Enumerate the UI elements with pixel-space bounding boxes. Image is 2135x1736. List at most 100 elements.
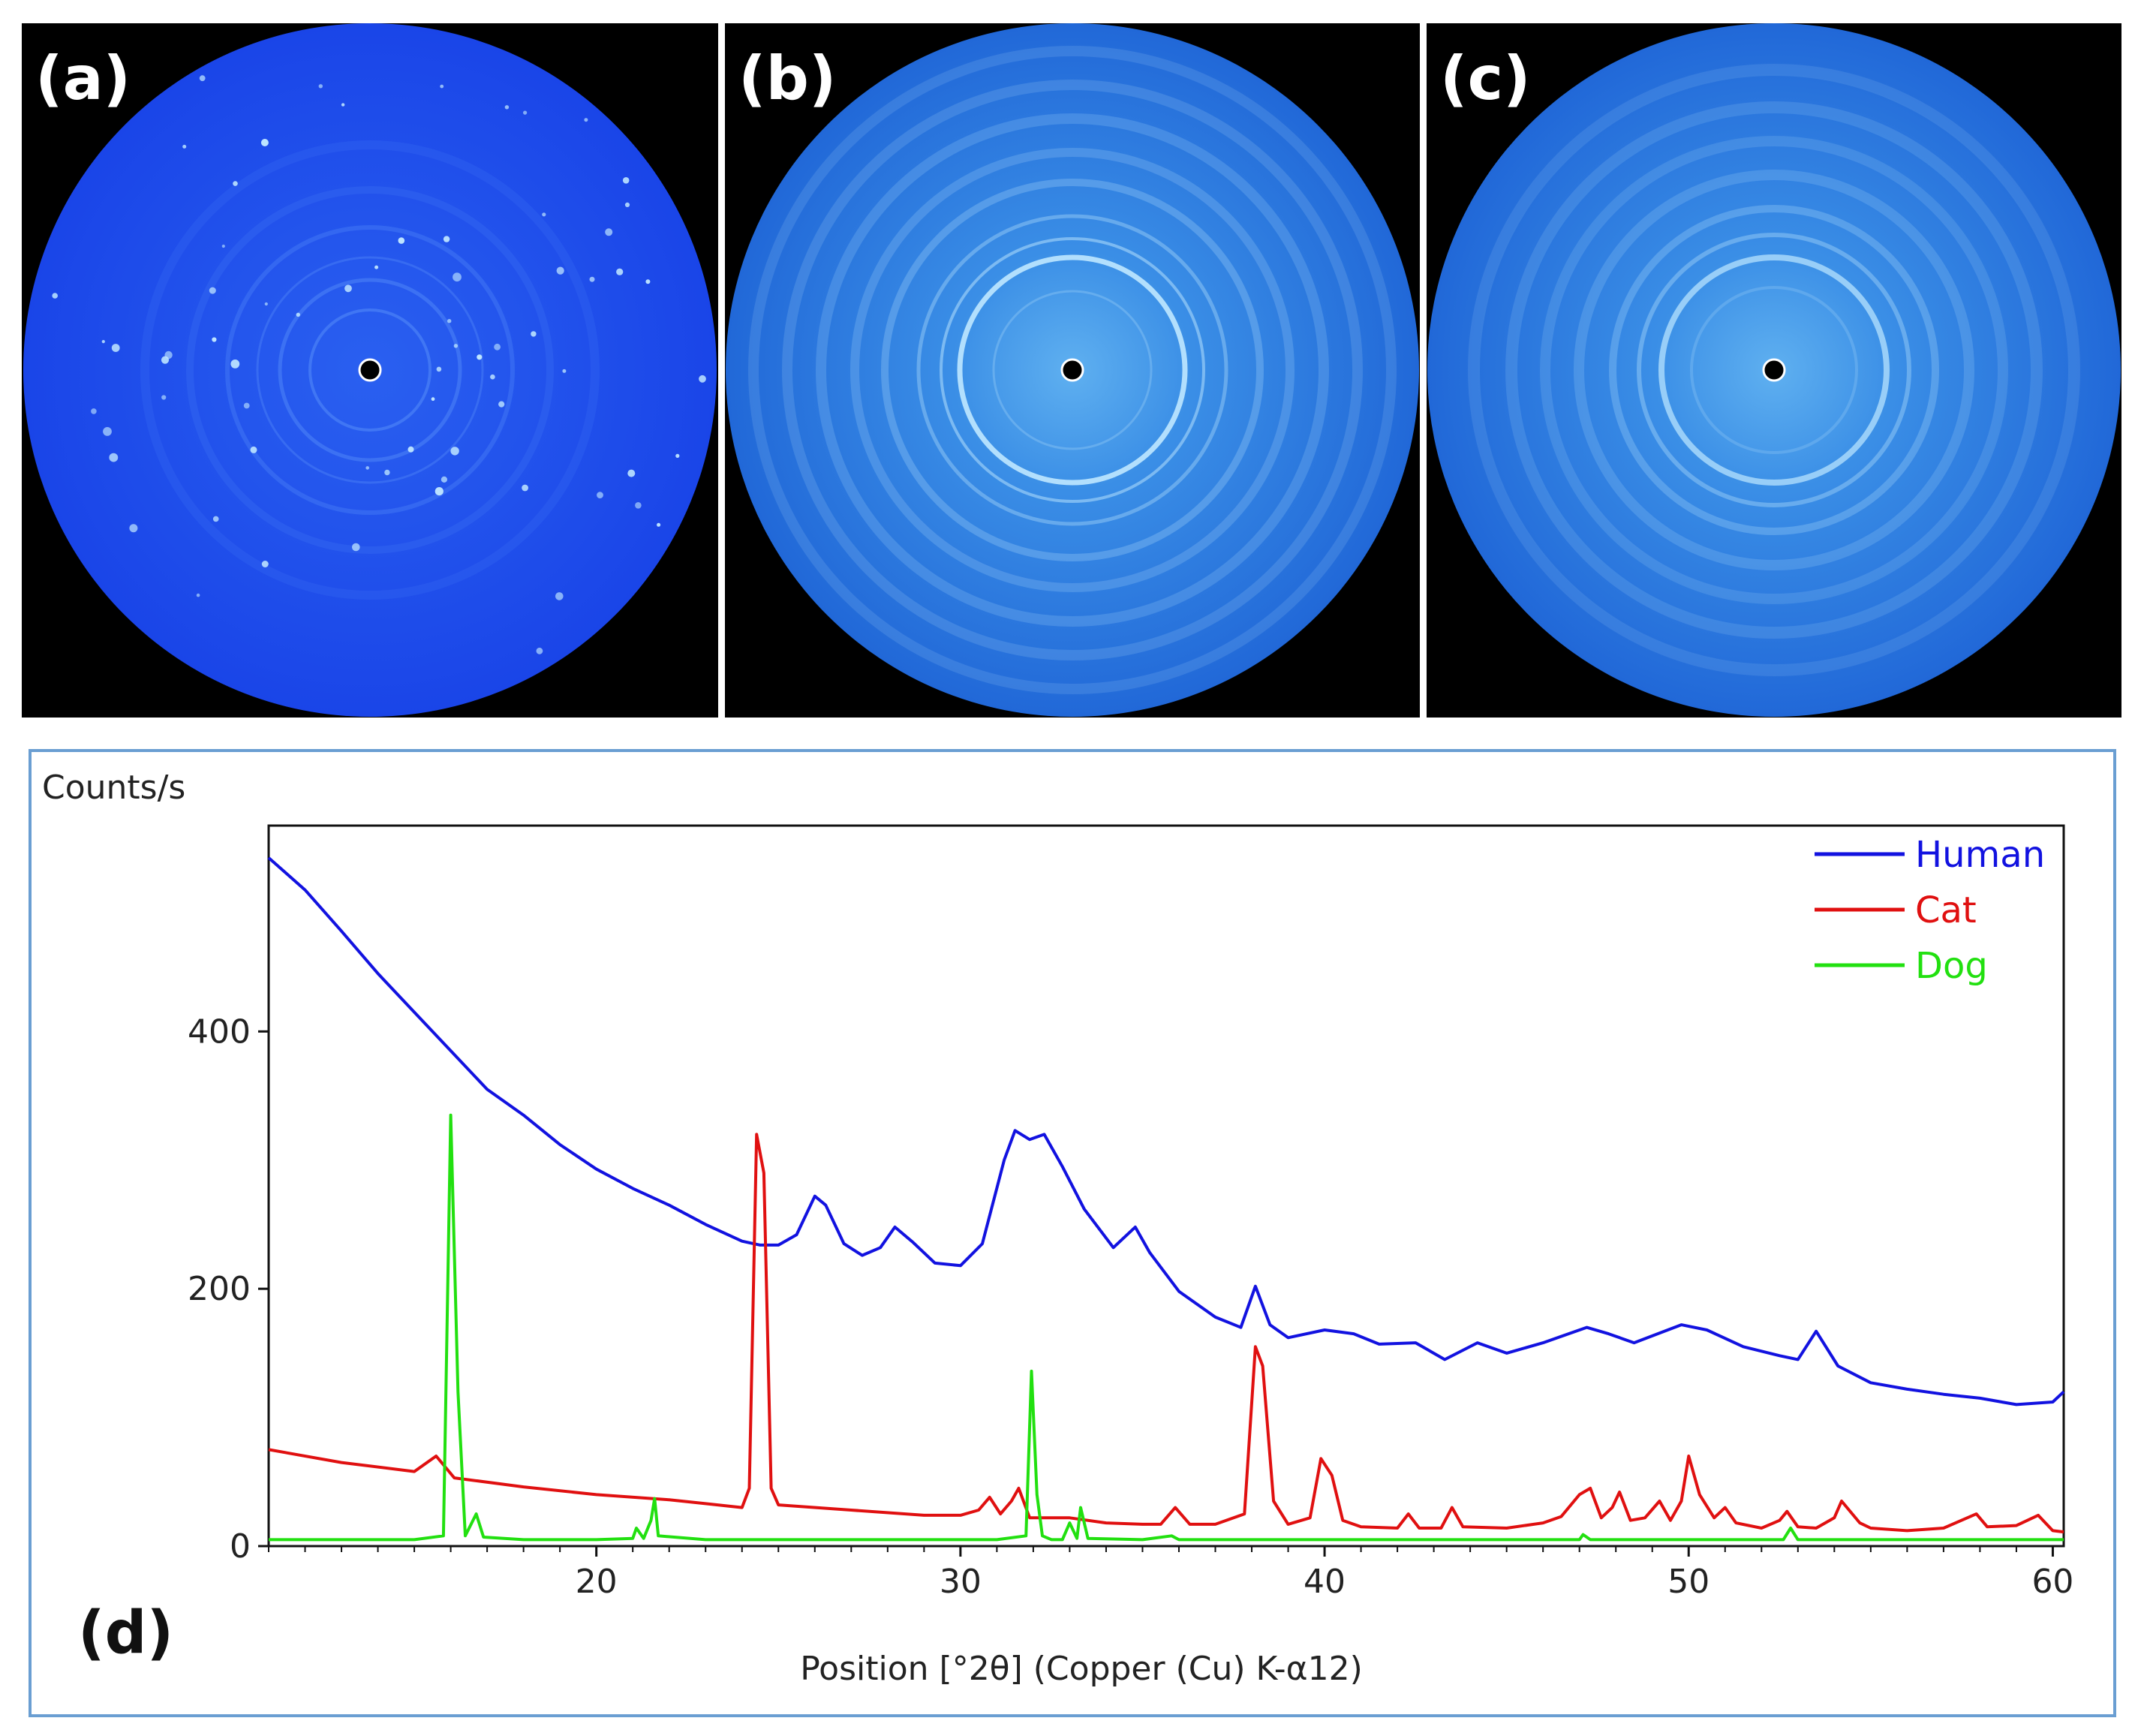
diffraction-ring <box>1574 170 1974 570</box>
diffraction-spot <box>436 366 442 372</box>
diffraction-spot <box>264 302 268 306</box>
diffraction-spot <box>374 265 379 269</box>
diffraction-ring <box>1468 64 2080 676</box>
diffraction-spot <box>624 202 630 207</box>
diffraction-ring <box>957 254 1188 486</box>
x-tick-label: 30 <box>940 1563 982 1601</box>
diffraction-ring <box>1609 205 1939 535</box>
diffraction-spot <box>494 343 501 351</box>
diffraction-ring <box>881 179 1264 561</box>
diffraction-spot <box>616 268 624 275</box>
diffraction-spot <box>250 446 257 453</box>
diffraction-spot <box>243 402 250 409</box>
legend-label-human: Human <box>1915 834 2045 876</box>
diffraction-spot <box>504 105 510 110</box>
legend-label-dog: Dog <box>1915 945 1988 987</box>
diffraction-spot <box>407 446 414 453</box>
diffraction-spot <box>490 374 495 380</box>
diffraction-spot <box>443 236 450 242</box>
diffraction-spot <box>605 228 613 236</box>
xrd-line-chart: Counts/s Position [°2θ] (Copper (Cu) K-α… <box>42 769 2073 1688</box>
diffraction-spot <box>635 502 642 509</box>
diffraction-spot <box>536 647 543 654</box>
y-axis-title: Counts/s <box>42 769 185 807</box>
diffraction-spot <box>221 244 225 248</box>
diffraction-ring <box>186 186 554 554</box>
diffraction-spot <box>129 524 138 533</box>
beam-stop <box>358 358 382 382</box>
diffraction-spot <box>531 331 537 337</box>
diffraction-spot <box>196 593 200 597</box>
diffraction-ring <box>816 113 1329 627</box>
diffraction-ring <box>1540 136 2008 604</box>
x-tick-label: 50 <box>1667 1563 1710 1601</box>
diffraction-spot <box>212 337 217 342</box>
diffraction-spot <box>261 561 269 567</box>
diffraction-ring <box>850 148 1295 592</box>
diffraction-spot <box>441 476 448 483</box>
diffraction-spot <box>365 466 370 470</box>
diffraction-ring <box>225 225 515 515</box>
diffraction-image-c <box>1427 23 2121 717</box>
diffraction-spot <box>440 84 444 89</box>
diffraction-spot <box>453 344 459 348</box>
diffraction-image-a <box>23 23 717 717</box>
diffraction-spot <box>622 177 630 184</box>
diffraction-spot <box>589 276 595 282</box>
diffraction-ring <box>992 290 1153 450</box>
diffraction-pattern-c: (c) <box>1427 23 2121 718</box>
diffraction-spot <box>523 110 528 115</box>
diffraction-spot <box>542 212 546 217</box>
diffraction-spot <box>498 401 505 408</box>
diffraction-spot <box>447 319 452 323</box>
xrd-chart-panel: Counts/s Position [°2θ] (Copper (Cu) K-α… <box>29 749 2116 1717</box>
diffraction-spot <box>522 484 528 492</box>
x-axis-title: Position [°2θ] (Copper (Cu) K-α12) <box>800 1650 1363 1688</box>
diffraction-ring <box>1658 254 1890 486</box>
panel-label-b: (b) <box>738 44 837 113</box>
series-line-human <box>267 856 2065 1407</box>
panel-label-a: (a) <box>35 44 131 113</box>
x-tick-label: 40 <box>1304 1563 1346 1601</box>
diffraction-spot <box>675 453 680 459</box>
diffraction-spot <box>230 360 240 369</box>
diffraction-spot <box>344 284 352 293</box>
diffraction-spot <box>556 266 564 275</box>
diffraction-spot <box>91 408 97 414</box>
y-tick-label: 200 <box>188 1270 251 1308</box>
diffraction-spot <box>657 522 661 527</box>
diffraction-spot <box>161 356 170 364</box>
diffraction-pattern-a: (a) <box>22 23 718 718</box>
diffraction-spot <box>260 139 269 146</box>
diffraction-spot <box>555 592 564 600</box>
panel-label-d: (d) <box>78 1599 173 1667</box>
diffraction-spot <box>584 118 588 122</box>
diffraction-spot <box>296 312 300 317</box>
diffraction-spot <box>182 144 187 149</box>
diffraction-spot <box>318 84 323 89</box>
plot-frame <box>267 824 2065 1548</box>
diffraction-ring <box>308 308 432 432</box>
diffraction-spot <box>435 487 444 496</box>
diffraction-spot <box>103 427 112 436</box>
diffraction-spot <box>101 340 105 344</box>
diffraction-ring <box>140 140 600 600</box>
diffraction-ring <box>748 46 1397 694</box>
diffraction-spot <box>431 397 435 402</box>
diffraction-spot <box>209 287 216 294</box>
x-tick-label: 20 <box>576 1563 618 1601</box>
diffraction-spot <box>52 293 58 299</box>
diffraction-spot <box>477 354 483 360</box>
diffraction-ring <box>278 278 462 462</box>
y-tick-label: 0 <box>230 1527 251 1566</box>
diffraction-spot <box>341 103 345 107</box>
y-tick-label: 400 <box>188 1012 251 1051</box>
diffraction-spot <box>109 453 119 462</box>
diffraction-pattern-b: (b) <box>725 23 1420 718</box>
diffraction-ring <box>916 214 1228 526</box>
diffraction-spot <box>212 516 219 522</box>
diffraction-spot <box>450 447 459 456</box>
diffraction-spot <box>111 344 120 352</box>
diffraction-spot <box>384 469 390 476</box>
diffraction-ring <box>782 80 1363 660</box>
